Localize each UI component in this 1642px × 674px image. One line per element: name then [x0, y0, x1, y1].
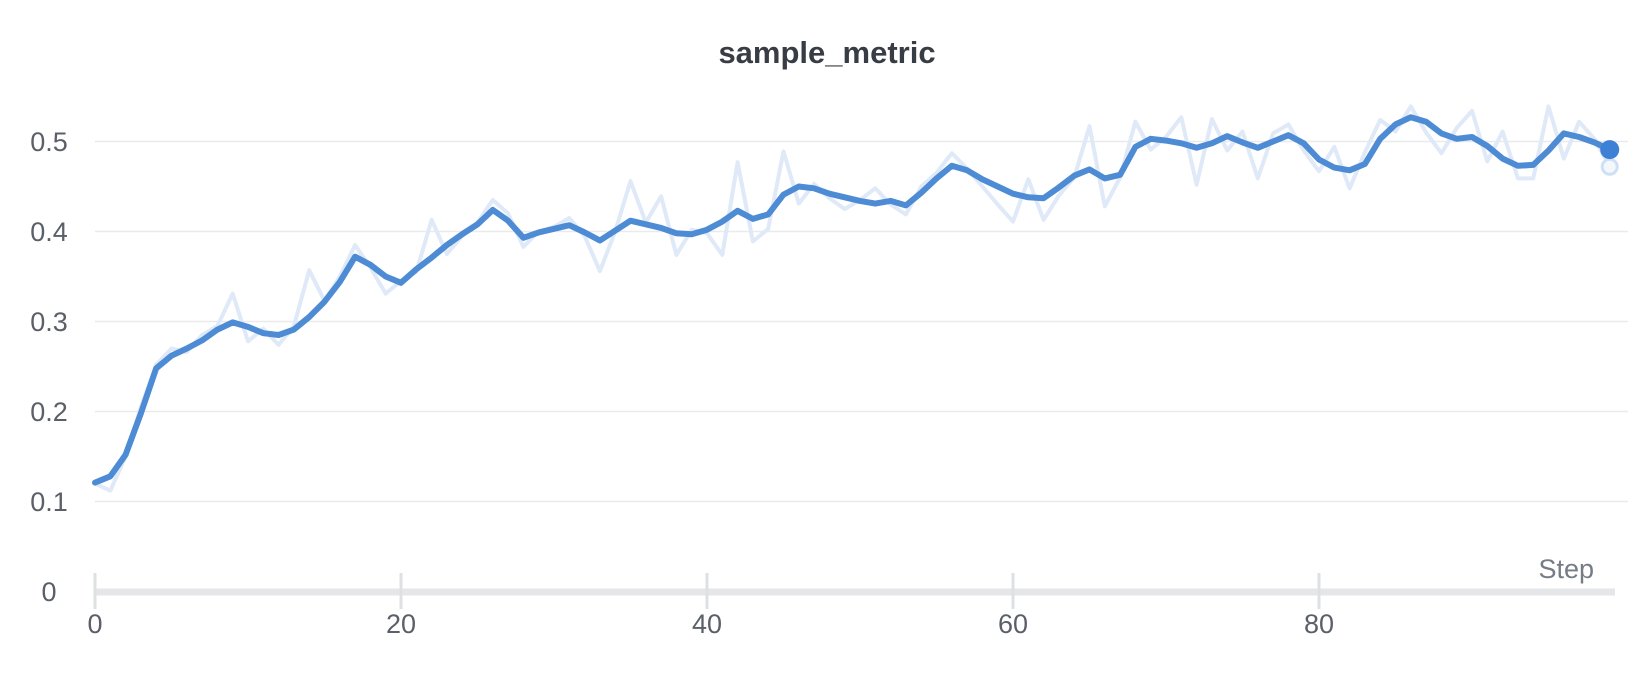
chart-title: sample_metric — [718, 35, 935, 70]
x-axis-line — [95, 588, 1615, 596]
y-tick-label: 0.3 — [30, 307, 68, 337]
y-tick-label: 0.2 — [30, 397, 68, 427]
y-tick-label: 0.1 — [30, 487, 68, 517]
y-tick-label: 0.4 — [30, 217, 68, 247]
smoothed-series-end-marker[interactable] — [1600, 140, 1620, 160]
x-tick-label: 80 — [1304, 609, 1334, 639]
x-axis — [93, 573, 1615, 609]
y-tick-label: 0.5 — [30, 127, 68, 157]
x-tick-label: 60 — [998, 609, 1028, 639]
x-tick-label: 20 — [386, 609, 416, 639]
raw-series-end-marker[interactable] — [1600, 157, 1619, 176]
x-tick-label: 40 — [692, 609, 722, 639]
smoothed-series-line[interactable] — [92, 114, 1613, 486]
tick-labels: 0 0.1 0.2 0.3 0.4 0.5 0 20 40 60 80 — [30, 127, 1334, 639]
y-tick-label: 0 — [41, 577, 56, 607]
raw-series-line[interactable] — [93, 104, 1612, 493]
x-tick-label: 0 — [87, 609, 102, 639]
x-axis-title: Step — [1538, 554, 1594, 584]
gridlines — [95, 140, 1628, 503]
